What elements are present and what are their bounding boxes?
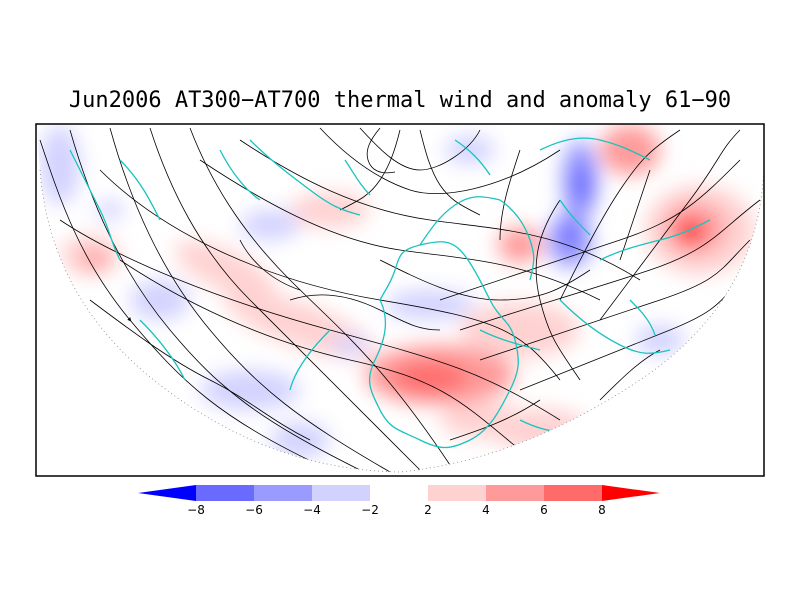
colorbar-segment-5 xyxy=(428,485,486,501)
colorbar-tick-6: 6 xyxy=(540,503,548,517)
coastlines xyxy=(69,137,711,449)
colorbar-segment-max xyxy=(602,485,660,501)
colorbar-segment-2 xyxy=(254,485,312,501)
colorbar-tick-0: −8 xyxy=(187,503,205,517)
colorbar-tick-3: −2 xyxy=(361,503,379,517)
colorbar-tick-7: 8 xyxy=(598,503,606,517)
colorbar-segment-min xyxy=(138,485,196,501)
colorbar-tick-5: 4 xyxy=(482,503,490,517)
colorbar-tick-2: −4 xyxy=(303,503,321,517)
colorbar-tick-1: −6 xyxy=(245,503,263,517)
map-title: Jun2006 AT300−AT700 thermal wind and ano… xyxy=(68,88,732,113)
colorbar-segment-6 xyxy=(486,485,544,501)
colorbar: −8 −6 −4 −2 2 4 6 8 xyxy=(138,485,660,517)
colorbar-tick-4: 2 xyxy=(424,503,432,517)
colorbar-segment-4 xyxy=(370,485,428,501)
plot-frame xyxy=(35,123,765,477)
colorbar-segment-3 xyxy=(312,485,370,501)
colorbar-segment-7 xyxy=(544,485,602,501)
colorbar-segment-1 xyxy=(196,485,254,501)
